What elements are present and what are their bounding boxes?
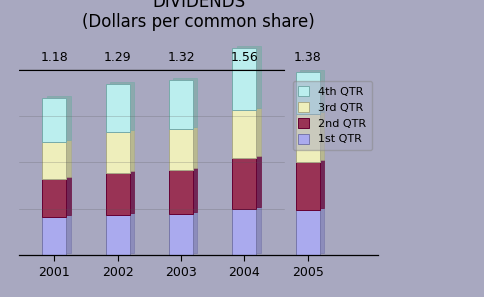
Bar [169, 170, 193, 214]
Bar [300, 112, 324, 160]
Bar [106, 132, 130, 173]
Bar [110, 82, 134, 129]
Bar [106, 215, 130, 255]
Bar [42, 98, 66, 142]
Bar [232, 110, 257, 158]
Bar [237, 207, 261, 253]
Bar [296, 72, 320, 114]
Bar [296, 114, 320, 162]
Bar [169, 214, 193, 255]
Text: 1.38: 1.38 [294, 51, 322, 64]
Bar [232, 209, 257, 255]
Bar [106, 83, 130, 132]
Bar [300, 69, 324, 112]
Bar [42, 142, 66, 179]
Bar [300, 160, 324, 208]
Bar [237, 108, 261, 156]
Title: DIVIDENDS
(Dollars per common share): DIVIDENDS (Dollars per common share) [82, 0, 315, 31]
Text: 1.18: 1.18 [40, 51, 68, 64]
Bar [300, 208, 324, 253]
Legend: 4th QTR, 3rd QTR, 2nd QTR, 1st QTR: 4th QTR, 3rd QTR, 2nd QTR, 1st QTR [293, 81, 372, 150]
Bar [296, 210, 320, 255]
Bar [173, 212, 197, 253]
Bar [46, 140, 71, 178]
Bar [46, 215, 71, 253]
Bar [237, 156, 261, 207]
Bar [42, 217, 66, 255]
Bar [46, 178, 71, 215]
Bar [110, 171, 134, 214]
Bar [173, 78, 197, 127]
Bar [296, 162, 320, 210]
Text: 1.32: 1.32 [167, 51, 195, 64]
Bar [237, 46, 261, 108]
Bar [173, 127, 197, 168]
Bar [106, 173, 130, 215]
Text: 1.56: 1.56 [230, 51, 258, 64]
Bar [46, 96, 71, 140]
Bar [110, 214, 134, 253]
Bar [232, 48, 257, 110]
Bar [169, 129, 193, 170]
Bar [42, 179, 66, 217]
Bar [173, 168, 197, 212]
Text: 1.29: 1.29 [104, 51, 132, 64]
Bar [110, 129, 134, 171]
Bar [232, 158, 257, 209]
Bar [169, 80, 193, 129]
